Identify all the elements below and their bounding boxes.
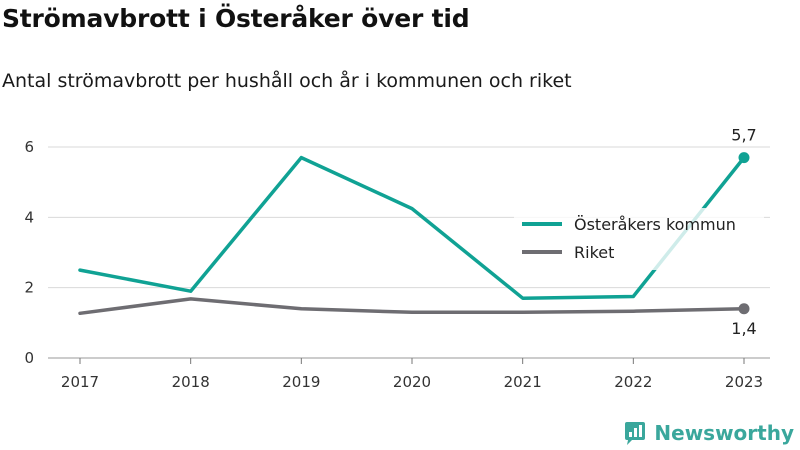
end-point-kommun xyxy=(738,152,750,164)
x-tick-label: 2021 xyxy=(504,373,542,391)
brand-logo: Newsworthy xyxy=(622,420,794,446)
data-label-kommun: 5,7 xyxy=(731,126,756,145)
series-line-riket xyxy=(78,297,746,316)
y-tick-label: 2 xyxy=(24,279,34,297)
series-line-kommun xyxy=(78,155,746,300)
x-tick-label: 2022 xyxy=(614,373,652,391)
x-tick-label: 2023 xyxy=(725,373,763,391)
y-tick-label: 4 xyxy=(24,208,34,226)
x-tick-label: 2020 xyxy=(393,373,431,391)
legend-label-riket: Riket xyxy=(574,243,614,262)
chart-title: Strömavbrott i Österåker över tid xyxy=(2,4,470,33)
series-layer: 5,7 1,4 xyxy=(78,126,757,338)
legend-label-kommun: Österåkers kommun xyxy=(574,215,736,234)
data-label-riket: 1,4 xyxy=(731,319,756,338)
brand-name: Newsworthy xyxy=(654,421,794,445)
y-tick-label: 0 xyxy=(24,349,34,367)
legend: Österåkers kommun Riket xyxy=(514,208,764,270)
x-axis: 2017 2018 2019 2020 2021 2022 2023 xyxy=(61,358,763,391)
newsworthy-logo-icon xyxy=(625,422,646,445)
legend-background xyxy=(514,208,764,270)
x-tick-label: 2017 xyxy=(61,373,99,391)
y-tick-label: 6 xyxy=(24,138,34,156)
x-tick-label: 2018 xyxy=(172,373,210,391)
x-tick-label: 2019 xyxy=(282,373,320,391)
end-point-riket xyxy=(738,303,750,315)
chart-subtitle: Antal strömavbrott per hushåll och år i … xyxy=(2,70,572,92)
